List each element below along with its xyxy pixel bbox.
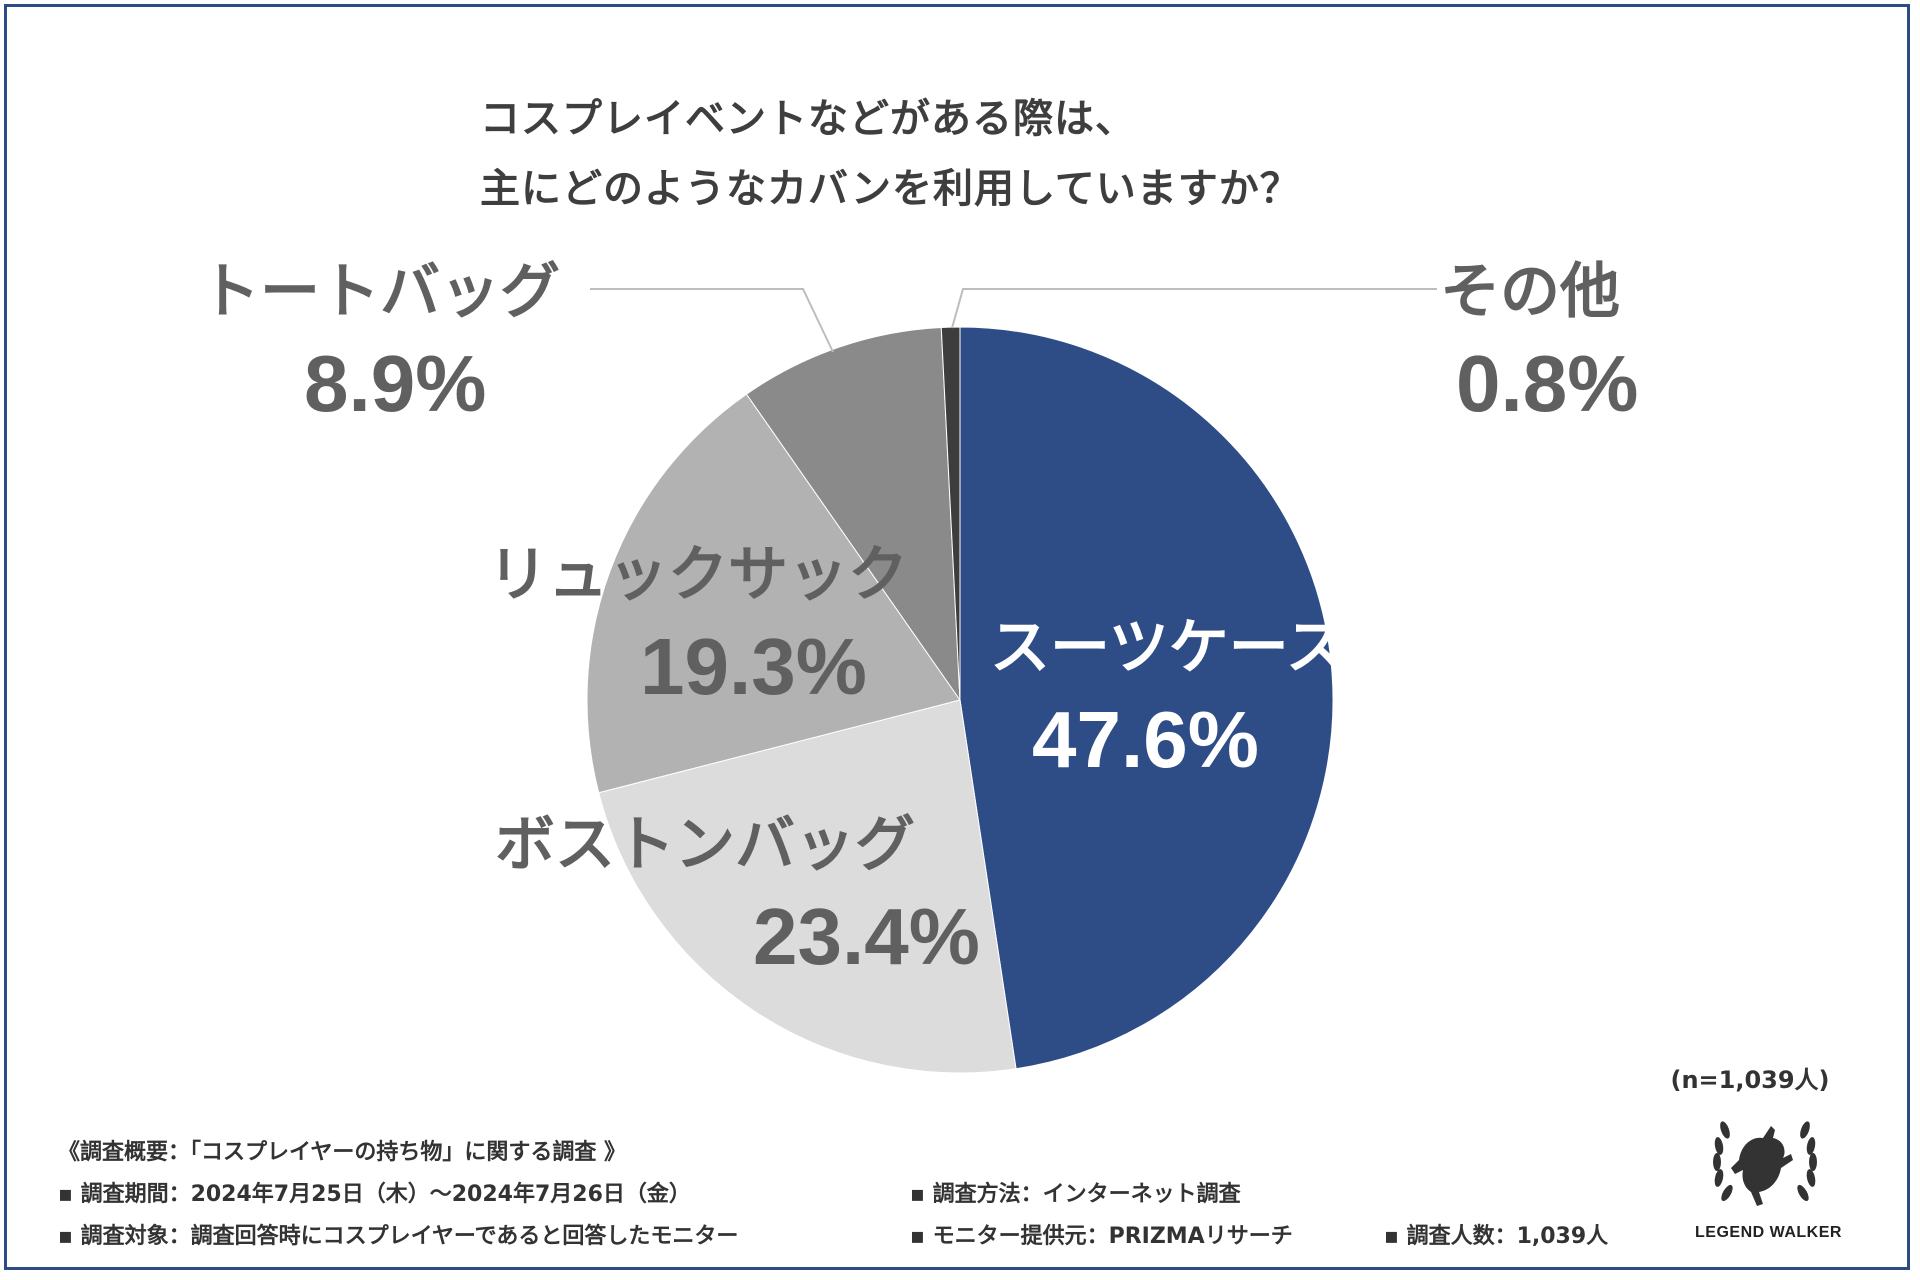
- slice-label-backpack: リュックサック 19.3%: [488, 545, 908, 707]
- chart-title: コスプレイベントなどがある際は、 主にどのようなカバンを利用していますか？: [480, 84, 1580, 224]
- rearing-horse-laurel-icon: [1713, 1121, 1817, 1206]
- slice-backpack: [586, 393, 961, 794]
- slice-label-boston-bag: ボストンバッグ 23.4%: [495, 815, 980, 977]
- notes-method: ▪ 調査方法：インターネット調査: [910, 1182, 1241, 1207]
- slice-percent: 23.4%: [753, 892, 980, 981]
- notes-provider: ▪ モニター提供元：PRIZMAリサーチ: [910, 1224, 1293, 1249]
- leader-line-tote-bag: [590, 288, 834, 353]
- notes-header: 《調査概要：「コスプレイヤーの持ち物」に関する調査 》: [58, 1140, 627, 1165]
- pie-slices: [586, 326, 1334, 1074]
- chart-frame: [4, 4, 1910, 1270]
- logo-text: LEGEND WALKER: [1695, 1224, 1842, 1241]
- chart-title-line-1: コスプレイベントなどがある際は、: [480, 96, 1136, 142]
- notes-period: ▪ 調査期間：2024年7月25日（木）～2024年7月26日（金）: [58, 1182, 691, 1207]
- chart-title-line-2: 主にどのようなカバンを利用していますか？: [480, 166, 1301, 212]
- legend-walker-logo: LEGEND WALKER: [1695, 1100, 1842, 1250]
- slice-other: [940, 326, 961, 701]
- notes-target: ▪ 調査対象：調査回答時にコスプレイヤーであると回答したモニター: [58, 1224, 739, 1249]
- slice-boston-bag: [598, 699, 1017, 1074]
- slice-name: リュックサック: [488, 540, 908, 610]
- slice-name: スーツケース: [990, 613, 1346, 683]
- slice-percent: 47.6%: [1032, 695, 1259, 784]
- slice-name: ボストンバッグ: [495, 810, 915, 880]
- notes-count: ▪ 調査人数：1,039人: [1384, 1224, 1609, 1249]
- slice-label-tote-bag: トートバッグ 8.9%: [200, 262, 560, 424]
- leader-line-other: [951, 288, 1437, 329]
- slice-percent: 19.3%: [640, 622, 867, 711]
- slice-name: トートバッグ: [200, 257, 560, 327]
- slice-tote-bag: [745, 326, 961, 702]
- slice-suitcase: [959, 326, 1334, 1070]
- sample-size: (n=1,039人): [1670, 1066, 1830, 1094]
- slice-label-other: その他 0.8%: [1440, 262, 1638, 424]
- slice-name: その他: [1440, 257, 1620, 327]
- slice-percent: 0.8%: [1456, 339, 1639, 428]
- leader-lines: [590, 288, 1437, 353]
- slice-percent: 8.9%: [304, 339, 487, 428]
- slice-label-suitcase: スーツケース 47.6%: [990, 618, 1346, 780]
